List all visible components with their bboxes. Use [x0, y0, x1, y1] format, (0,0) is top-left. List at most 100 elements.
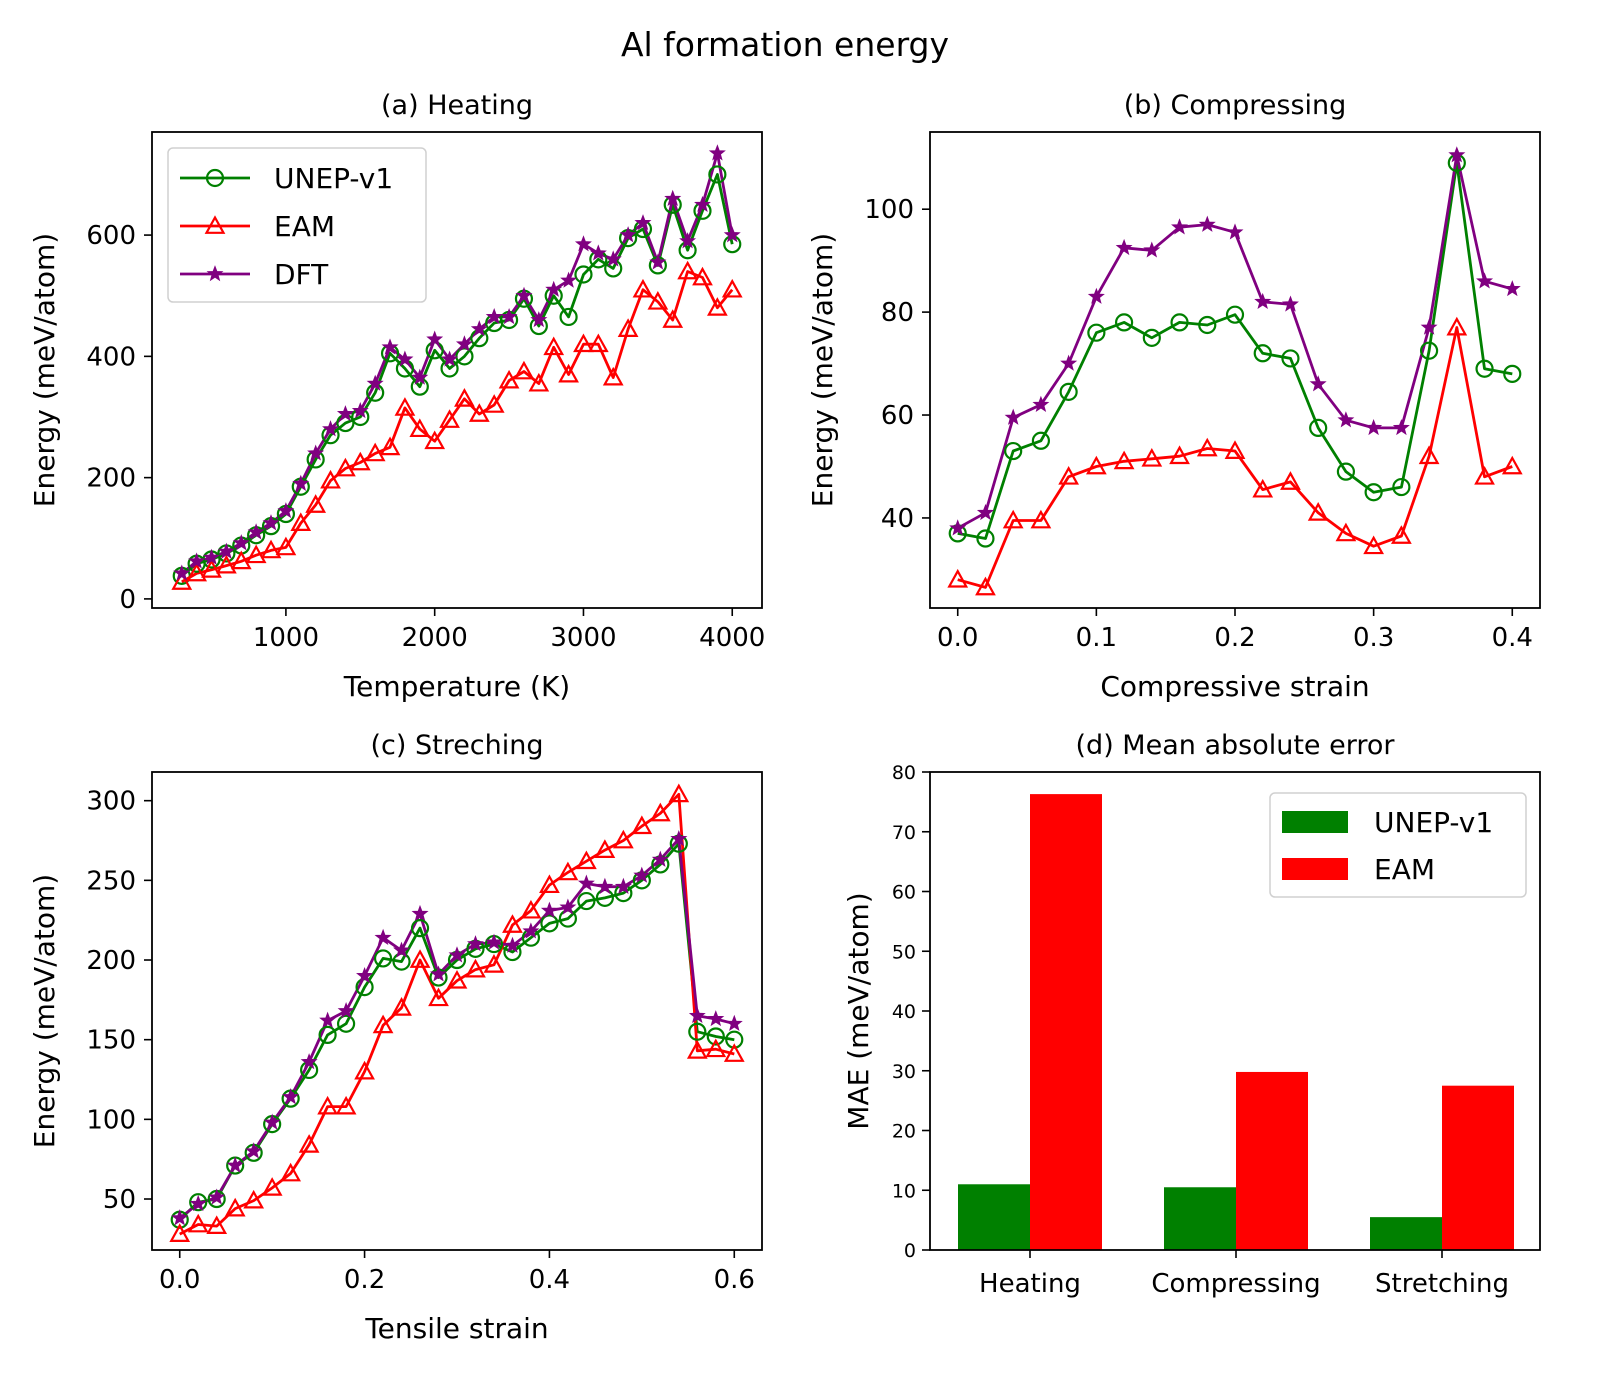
data-point-eam — [1418, 445, 1440, 465]
data-point-unep-v1 — [1114, 313, 1134, 332]
series-line-dft — [178, 837, 735, 1220]
data-point-unep-v1 — [1475, 359, 1494, 378]
data-point-eam — [543, 336, 565, 356]
y-tick-label: 20 — [892, 1121, 916, 1143]
data-point-eam — [260, 539, 282, 559]
y-axis-label: MAE (meV/atom) — [842, 892, 875, 1129]
data-point-unep-v1 — [708, 165, 727, 184]
data-point-dft — [515, 286, 533, 303]
data-point-eam — [409, 949, 431, 968]
data-point-dft — [171, 1209, 189, 1226]
data-point-dft — [1032, 395, 1050, 412]
data-point-dft — [664, 189, 682, 206]
data-point-dft — [300, 1053, 318, 1070]
data-point-dft — [1060, 354, 1078, 371]
data-point-dft — [1143, 241, 1161, 258]
legend-swatch-eam — [1282, 858, 1348, 880]
data-point-dft — [545, 280, 563, 297]
data-point-eam — [171, 571, 193, 590]
data-point-dft — [560, 271, 578, 288]
y-tick-label: 80 — [892, 762, 916, 784]
data-point-dft — [604, 250, 622, 267]
data-point-dft — [189, 1194, 207, 1212]
axes-frame — [929, 771, 1541, 1251]
y-tick-label: 0 — [119, 585, 136, 615]
data-point-eam — [1335, 522, 1357, 542]
data-point-eam — [1363, 535, 1385, 555]
data-point-unep-v1 — [189, 1193, 208, 1212]
data-point-unep-v1 — [1336, 462, 1356, 481]
bar-unep-v1-stretching — [1370, 1217, 1442, 1250]
data-point-unep-v1 — [410, 919, 430, 938]
data-point-dft — [1254, 292, 1272, 310]
bar-eam-compressing — [1236, 1071, 1308, 1250]
data-point-dft — [503, 936, 521, 953]
data-point-dft — [426, 330, 444, 347]
data-point-dft — [1309, 375, 1327, 392]
y-tick-label: 60 — [881, 401, 914, 431]
data-point-dft — [688, 1006, 706, 1023]
data-point-unep-v1 — [1142, 328, 1161, 347]
data-point-dft — [1281, 295, 1299, 312]
data-point-dft — [485, 933, 503, 950]
data-point-eam — [1224, 440, 1246, 459]
data-point-eam — [1446, 316, 1468, 336]
data-point-unep-v1 — [1503, 364, 1522, 383]
data-point-dft — [430, 965, 447, 982]
legend-label: UNEP-v1 — [1374, 806, 1493, 839]
data-point-eam — [520, 899, 542, 919]
data-point-unep-v1 — [577, 891, 596, 911]
data-point-eam — [320, 469, 341, 489]
data-point-eam — [354, 1060, 375, 1080]
data-point-eam — [631, 815, 653, 835]
y-tick-label: 150 — [86, 1026, 136, 1056]
data-point-unep-v1 — [688, 1022, 707, 1041]
data-point-eam — [647, 291, 669, 310]
data-point-unep-v1 — [336, 1014, 356, 1033]
data-point-eam — [335, 457, 356, 477]
data-point-eam — [668, 783, 690, 803]
x-tick-label: 0.0 — [159, 1265, 200, 1295]
data-point-eam — [587, 333, 609, 353]
series-line-unep-v1 — [178, 842, 735, 1221]
data-point-eam — [632, 278, 654, 298]
data-point-dft — [723, 226, 741, 243]
y-tick-label: 250 — [86, 866, 136, 896]
data-point-eam — [1113, 450, 1135, 470]
data-point-eam — [394, 397, 416, 416]
data-point-dft — [319, 1011, 337, 1028]
data-point-dft — [393, 941, 411, 958]
data-point-unep-v1 — [1309, 418, 1328, 437]
data-point-eam — [1196, 437, 1218, 457]
series-line-eam — [179, 792, 735, 1236]
legend-swatch-unep-v1 — [1282, 811, 1348, 833]
data-point-dft — [232, 534, 250, 551]
data-point-eam — [1085, 455, 1107, 475]
data-point-unep-v1 — [559, 307, 578, 327]
x-tick-label: Compressing — [1151, 1269, 1320, 1299]
data-point-unep-v1 — [1087, 323, 1106, 342]
data-point-eam — [261, 1177, 283, 1196]
data-point-dft — [263, 1113, 281, 1130]
data-point-dft — [589, 244, 607, 261]
data-point-eam — [317, 1095, 338, 1115]
y-tick-label: 50 — [103, 1185, 136, 1215]
legend-marker-unep-v1 — [205, 168, 225, 188]
legend: UNEP-v1 EAM — [1269, 792, 1527, 898]
data-point-dft — [559, 898, 577, 915]
bar-unep-v1-compressing — [1164, 1187, 1236, 1250]
data-point-eam — [502, 914, 523, 933]
x-tick-label: 0.4 — [529, 1265, 570, 1295]
panel-title: (b) Compressing — [1124, 90, 1347, 121]
data-point-dft — [411, 368, 429, 385]
data-point-unep-v1 — [1004, 441, 1023, 461]
data-point-eam — [428, 987, 449, 1007]
legend: UNEP-v1 EAM DFT — [167, 147, 427, 303]
panel-title: (d) Mean absolute error — [1076, 730, 1396, 761]
x-tick-label: 0.6 — [714, 1265, 755, 1295]
data-point-dft — [522, 922, 540, 939]
data-point-dft — [633, 866, 651, 883]
panel-mae: (d) Mean absolute error Heating Compressin… — [842, 730, 1541, 1299]
data-point-eam — [721, 278, 743, 298]
